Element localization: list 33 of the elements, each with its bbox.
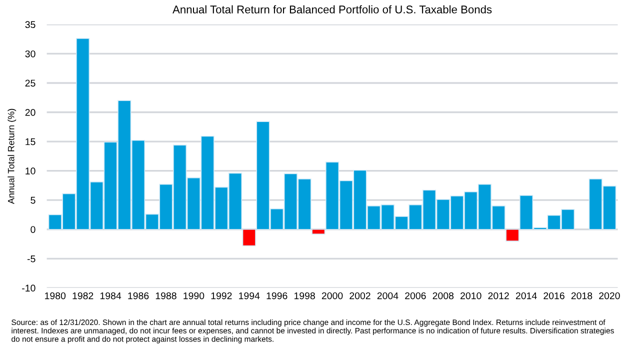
y-tick-label: 15 bbox=[26, 138, 36, 146]
x-tick-label: 2020 bbox=[599, 292, 620, 300]
y-axis-title: Annual Total Return (%) bbox=[8, 108, 16, 204]
x-tick-label: 2000 bbox=[322, 292, 343, 300]
y-tick-label: 35 bbox=[25, 21, 36, 28]
x-tick-label: 1982 bbox=[72, 292, 94, 300]
y-tick-label: 10 bbox=[26, 168, 36, 174]
x-tick-label: 2004 bbox=[377, 292, 398, 300]
y-tick-label: -5 bbox=[27, 255, 36, 262]
y-tick-label: 25 bbox=[25, 80, 36, 87]
x-tick-label: 2008 bbox=[432, 292, 454, 300]
y-tick-label: 30 bbox=[25, 50, 36, 58]
x-tick-label: 1998 bbox=[294, 292, 315, 300]
x-tick-label: 2010 bbox=[460, 292, 482, 300]
x-tick-label: 2018 bbox=[571, 292, 592, 300]
x-tick-label: 1994 bbox=[239, 292, 260, 300]
x-tick-label: 1986 bbox=[128, 292, 149, 300]
x-tick-label: 1996 bbox=[266, 292, 288, 300]
x-tick-label: 2012 bbox=[488, 292, 509, 300]
x-tick-label: 1992 bbox=[211, 292, 232, 300]
x-tick-label: 2014 bbox=[516, 292, 537, 300]
x-tick-label: 1980 bbox=[45, 292, 66, 300]
x-tick-label: 2006 bbox=[405, 292, 426, 300]
x-tick-label: 2002 bbox=[350, 292, 370, 300]
chart-title: Annual Total Return for Balanced Portfolio of U.S. Taxable Bonds bbox=[172, 5, 492, 14]
x-tick-label: 1990 bbox=[184, 292, 204, 300]
y-tick-label: 5 bbox=[30, 196, 36, 204]
y-tick-label: 20 bbox=[25, 108, 36, 116]
x-tick-label: 1984 bbox=[100, 292, 122, 300]
x-tick-label: 2016 bbox=[544, 292, 564, 300]
x-tick-label: 1988 bbox=[156, 292, 176, 300]
y-tick-label: 0 bbox=[30, 226, 36, 233]
y-tick-label: -10 bbox=[22, 284, 36, 292]
